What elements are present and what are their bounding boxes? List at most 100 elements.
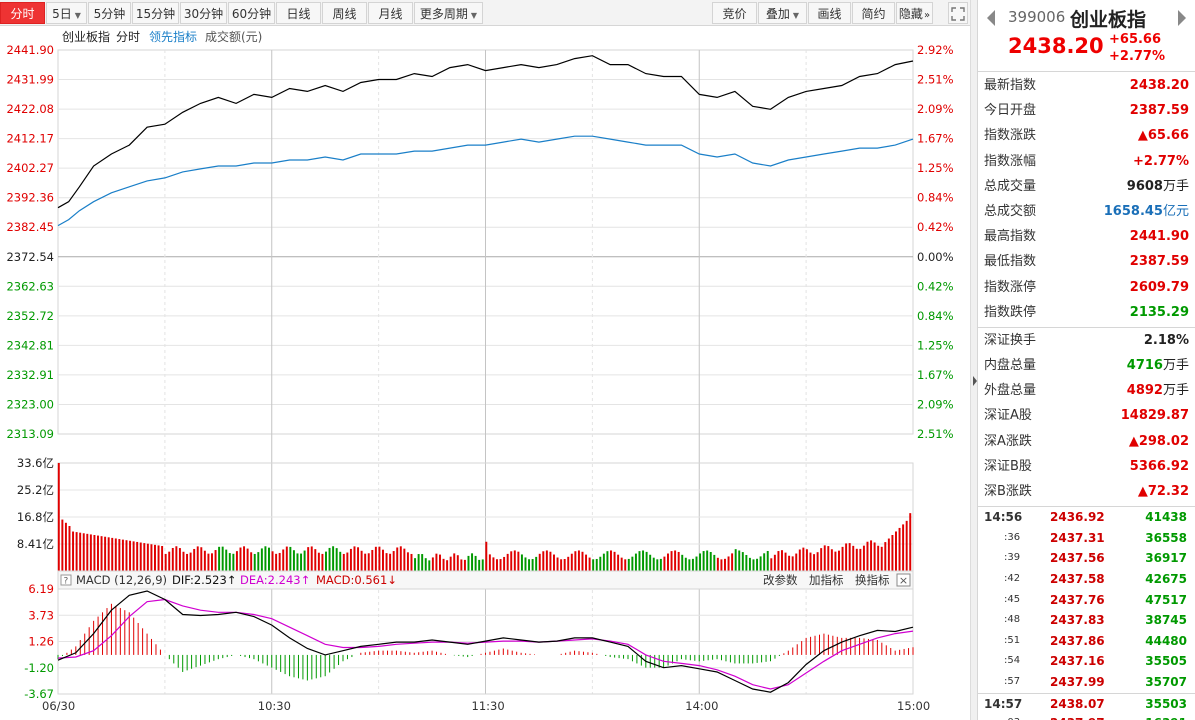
chart-area[interactable]: 创业板指 分时 领先指标 成交额(元) 2441.90 2.92% 2431.99 2.51%… bbox=[0, 26, 970, 720]
pct-tick-label: 1.67% bbox=[917, 368, 954, 382]
macd-tick-label: 1.26 bbox=[28, 635, 54, 649]
pct-tick-label: 0.84% bbox=[917, 191, 954, 205]
period-button[interactable]: 60分钟 bbox=[228, 2, 275, 24]
quote-value: 9608万手 bbox=[1126, 178, 1189, 194]
period-button[interactable]: 分时 bbox=[0, 2, 45, 24]
tick-price: 2437.76 bbox=[1050, 592, 1105, 607]
tick-price: 2437.83 bbox=[1050, 613, 1105, 628]
quote-row: 最低指数 2387.59 bbox=[978, 249, 1195, 274]
quote-value: 2135.29 bbox=[1129, 304, 1189, 320]
tick-volume: 41438 bbox=[1145, 510, 1187, 525]
quote-row: 深证B股 5366.92 bbox=[978, 454, 1195, 479]
period-button[interactable]: 15分钟 bbox=[132, 2, 179, 24]
quote-label: 指数涨停 bbox=[984, 279, 1037, 295]
quote-label: 今日开盘 bbox=[984, 103, 1037, 119]
quote-row: 指数跌停 2135.29 bbox=[978, 300, 1195, 325]
quote-value: 2438.20 bbox=[1129, 78, 1189, 93]
period-button[interactable]: 5日 ▼ bbox=[46, 2, 87, 24]
fullscreen-icon[interactable] bbox=[948, 2, 968, 24]
period-toolbar: 分时 5日 ▼ 5分钟 15分钟 30分钟 60分钟 日线 周线 月线 更多周期 ▼ 竞价 叠加 ▼ 画线 简约… bbox=[0, 0, 970, 26]
change-percent: +2.77% bbox=[1109, 49, 1165, 64]
legend-amount: 成交额(元) bbox=[205, 29, 262, 44]
chart-svg[interactable]: 创业板指 分时 领先指标 成交额(元) 2441.90 2.92% 2431.99 2.51%… bbox=[0, 26, 970, 720]
next-stock-icon[interactable] bbox=[1175, 8, 1189, 28]
tool-button[interactable]: 画线 bbox=[808, 2, 851, 24]
time-axis-label: 14:00 bbox=[685, 699, 718, 713]
dropdown-caret-icon: ▼ bbox=[470, 11, 478, 20]
period-button[interactable]: 日线 bbox=[276, 2, 321, 24]
quote-label: 深A涨跌 bbox=[984, 433, 1032, 449]
tool-button[interactable]: 隐藏» bbox=[896, 2, 933, 24]
tick-volume: 42675 bbox=[1145, 571, 1187, 586]
quote-label: 深证换手 bbox=[984, 332, 1037, 348]
quote-row: 深证A股 14829.87 bbox=[978, 403, 1195, 428]
quote-panel: 399006 创业板指 2438.20 +65.66 +2.77% 最新指数 24… bbox=[977, 0, 1195, 720]
macd-close-icon bbox=[896, 573, 911, 587]
prev-stock-icon[interactable] bbox=[984, 8, 998, 28]
period-button[interactable]: 更多周期 ▼ bbox=[414, 2, 483, 24]
macd-tick-label: -3.67 bbox=[24, 687, 54, 701]
tick-time: 14:57 bbox=[984, 696, 1023, 711]
tick-volume: 36917 bbox=[1145, 551, 1187, 566]
macd-button[interactable]: 改参数 bbox=[763, 573, 798, 587]
quote-value: ▲72.32 bbox=[1137, 484, 1189, 499]
period-button[interactable]: 周线 bbox=[322, 2, 367, 24]
price-tick-label: 2352.72 bbox=[6, 309, 54, 323]
quote-row: 指数涨停 2609.79 bbox=[978, 275, 1195, 300]
tool-button[interactable]: 竞价 bbox=[712, 2, 757, 24]
quote-label: 指数跌停 bbox=[984, 304, 1037, 320]
tick-price: 2437.31 bbox=[1050, 530, 1105, 545]
time-axis-label: 15:00 bbox=[897, 699, 930, 713]
price-line bbox=[57, 55, 914, 209]
macd-tick-label: 3.73 bbox=[28, 608, 54, 622]
quote-value: 2609.79 bbox=[1129, 279, 1189, 295]
quote-label: 最高指数 bbox=[984, 229, 1037, 245]
price-tick-label: 2412.17 bbox=[6, 132, 54, 146]
tick-time: :57 bbox=[1004, 675, 1021, 687]
price-tick-label: 2313.09 bbox=[6, 427, 54, 441]
price-tick-label: 2342.81 bbox=[6, 338, 54, 352]
tick-time: :03 bbox=[984, 713, 1020, 720]
tick-row: :03 2437.97 16391 bbox=[978, 713, 1195, 720]
panel-splitter[interactable] bbox=[970, 0, 977, 720]
tick-time: :45 bbox=[1004, 593, 1021, 605]
quote-fields-2: 深证换手 2.18% 内盘总量 4716万手 外盘总量 4892万手 深证A股 14829.8… bbox=[978, 328, 1195, 504]
macd-title: MACD (12,26,9) bbox=[76, 573, 167, 587]
period-button[interactable]: 月线 bbox=[368, 2, 413, 24]
tick-row: :54 2437.16 35505 bbox=[978, 651, 1195, 672]
price-tick-label: 2362.63 bbox=[6, 279, 54, 293]
pct-tick-label: 0.00% bbox=[917, 250, 954, 264]
pct-tick-label: 1.25% bbox=[917, 338, 954, 352]
quote-label: 外盘总量 bbox=[984, 383, 1037, 399]
tick-price: 2437.16 bbox=[1050, 654, 1105, 669]
tick-time: 14:56 bbox=[984, 510, 1023, 525]
price-tick-label: 2372.54 bbox=[6, 250, 54, 264]
amount-tick-label: 33.6亿 bbox=[17, 456, 54, 470]
pct-tick-label: 1.25% bbox=[917, 161, 954, 175]
tick-price: 2437.56 bbox=[1050, 551, 1105, 566]
quote-row: 总成交量 9608万手 bbox=[978, 174, 1195, 199]
macd-value-label: MACD:0.561↓ bbox=[316, 573, 397, 587]
tick-time: :42 bbox=[1004, 572, 1021, 584]
macd-button[interactable]: 换指标 bbox=[855, 573, 890, 587]
legend-mode: 分时 bbox=[116, 30, 140, 44]
tool-button[interactable]: 叠加 ▼ bbox=[758, 2, 807, 24]
tick-time: :36 bbox=[1004, 531, 1021, 543]
tool-button[interactable]: 简约 bbox=[852, 2, 895, 24]
quote-label: 指数涨幅 bbox=[984, 153, 1037, 169]
quote-row: 最新指数 2438.20 bbox=[978, 73, 1195, 98]
macd-button[interactable]: 加指标 bbox=[809, 573, 844, 587]
dropdown-caret-icon: ▼ bbox=[792, 11, 800, 20]
macd-tick-label: -1.20 bbox=[24, 661, 54, 675]
collapse-arrow-icon bbox=[973, 376, 977, 386]
quote-label: 指数涨跌 bbox=[984, 128, 1037, 144]
tick-list[interactable]: 14:56 2436.92 41438:36 2437.31 36558:39 2437.… bbox=[978, 507, 1195, 720]
period-button[interactable]: 5分钟 bbox=[88, 2, 131, 24]
time-axis-label: 10:30 bbox=[258, 699, 291, 713]
quote-value: 4716万手 bbox=[1126, 358, 1189, 374]
period-button[interactable]: 30分钟 bbox=[180, 2, 227, 24]
stock-name: 创业板指 bbox=[1070, 9, 1147, 31]
price-tick-label: 2332.91 bbox=[6, 368, 54, 382]
pct-tick-label: 2.51% bbox=[917, 73, 954, 87]
tick-row: :51 2437.86 44480 bbox=[978, 631, 1195, 652]
